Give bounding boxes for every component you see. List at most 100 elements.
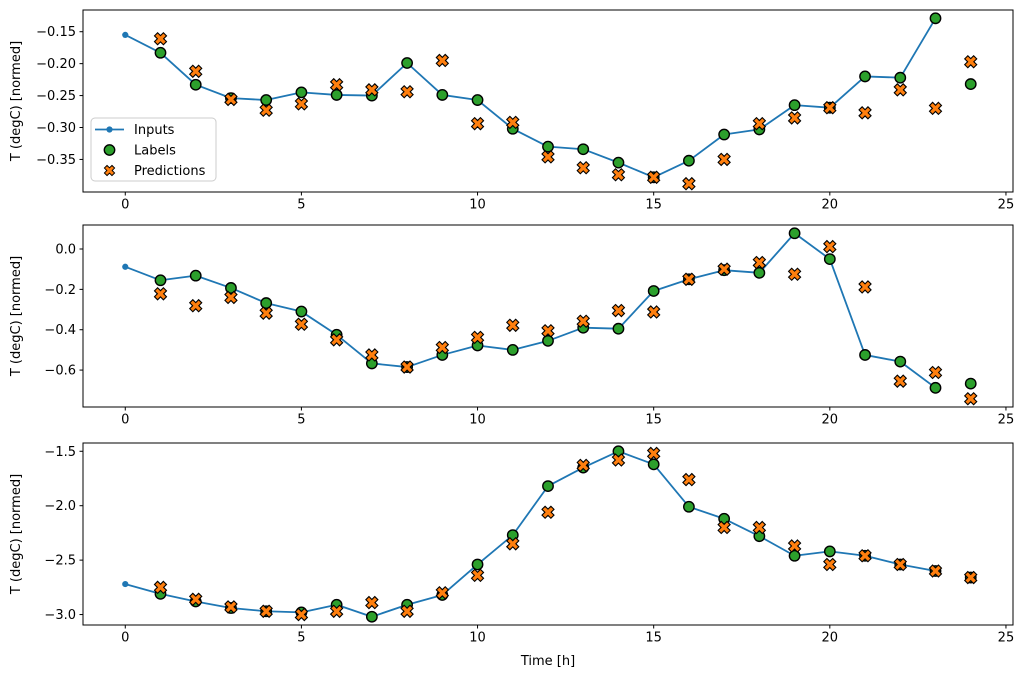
prediction-point	[752, 116, 767, 131]
y-tick-label: −0.15	[36, 25, 76, 40]
prediction-point	[153, 31, 168, 46]
prediction-point	[611, 453, 626, 467]
prediction-point	[224, 290, 238, 305]
legend-label-labels: Labels	[134, 144, 176, 159]
prediction-point	[470, 116, 485, 131]
series-inputs	[122, 448, 939, 620]
prediction-point	[329, 604, 344, 619]
prediction-point	[646, 170, 661, 185]
prediction-point	[787, 111, 802, 125]
prediction-point	[646, 446, 661, 461]
input-point	[122, 580, 129, 588]
series-inputs	[122, 230, 939, 391]
x-tick-label: 5	[297, 631, 305, 646]
label-point	[929, 381, 942, 394]
prediction-point	[188, 592, 203, 607]
input-point	[122, 263, 129, 270]
label-point	[577, 143, 590, 156]
label-point	[260, 297, 273, 309]
x-tick-label: 10	[469, 413, 486, 428]
x-tick-label: 10	[469, 631, 486, 646]
prediction-point	[435, 340, 450, 355]
x-tick-label: 15	[645, 198, 662, 213]
label-point	[788, 227, 801, 240]
x-tick-label: 20	[822, 631, 839, 646]
prediction-point	[893, 557, 908, 572]
label-point	[189, 78, 202, 91]
label-point	[189, 269, 202, 282]
axes-spines	[82, 442, 1014, 626]
y-tick-label: −1.5	[44, 445, 76, 460]
prediction-point	[541, 505, 555, 520]
label-point	[683, 154, 695, 167]
label-point	[647, 285, 660, 297]
x-tick-label: 0	[121, 631, 129, 646]
label-point	[542, 480, 554, 493]
prediction-point	[188, 64, 203, 79]
prediction-point	[717, 520, 731, 535]
x-tick-label: 20	[822, 413, 839, 428]
label-point	[894, 355, 907, 368]
prediction-point	[858, 106, 872, 120]
subplot-2: 0 5 10 15 20 25 0.0 −0.2 −0.4 −0.6	[44, 224, 1015, 428]
prediction-point	[329, 77, 344, 92]
label-point	[753, 266, 766, 279]
y-tick-label: −0.25	[36, 89, 76, 104]
label-point	[401, 57, 413, 69]
prediction-point	[823, 100, 837, 115]
x-tick-label: 25	[998, 631, 1015, 646]
prediction-point	[611, 303, 626, 318]
y-axis-label-subplot-3: T (degC) [normed]	[9, 474, 24, 595]
prediction-point	[365, 348, 379, 362]
prediction-point	[541, 150, 555, 164]
prediction-point	[893, 83, 908, 97]
prediction-point	[858, 280, 872, 294]
series-inputs	[122, 15, 939, 181]
prediction-point	[576, 314, 591, 329]
y-tick-label: −3.0	[44, 608, 76, 623]
label-point	[929, 12, 942, 25]
legend-inputs-dot-sample	[106, 126, 113, 133]
series-labels	[154, 227, 977, 394]
prediction-point	[823, 239, 837, 254]
prediction-point	[188, 298, 203, 313]
prediction-point	[505, 318, 520, 333]
label-point	[612, 156, 625, 169]
y-tick-label: −0.35	[36, 153, 76, 168]
label-point	[823, 545, 836, 558]
label-point	[471, 94, 484, 106]
prediction-point	[365, 595, 379, 610]
prediction-point	[505, 115, 520, 130]
prediction-point	[259, 103, 273, 118]
prediction-point	[541, 323, 555, 338]
label-point	[788, 99, 801, 112]
label-point	[542, 140, 554, 153]
series-predictions	[153, 446, 978, 622]
prediction-point	[470, 568, 485, 583]
label-point	[365, 610, 378, 623]
label-point	[295, 86, 308, 99]
prediction-point	[787, 267, 802, 282]
label-point	[823, 253, 836, 265]
prediction-point	[963, 570, 978, 585]
axes-spines	[82, 9, 1014, 193]
legend-label-predictions: Predictions	[134, 164, 206, 179]
prediction-point	[294, 97, 309, 111]
x-tick-label: 15	[645, 631, 662, 646]
prediction-point	[682, 176, 696, 191]
prediction-point	[928, 101, 943, 116]
x-tick-label: 25	[998, 413, 1015, 428]
prediction-point	[294, 317, 309, 332]
y-axis-label-subplot-2: T (degC) [normed]	[9, 256, 24, 377]
prediction-point	[682, 272, 696, 287]
label-point	[964, 377, 977, 390]
prediction-point	[893, 374, 908, 388]
prediction-point	[470, 330, 485, 345]
charts-layer: 0 5 10 15 20 25−0.15−0.20−0.25−0.30−0.350 5 10 1…	[36, 9, 1015, 646]
inputs-line	[124, 17, 937, 179]
prediction-point	[823, 557, 837, 572]
label-point	[436, 89, 449, 101]
y-tick-label: −2.5	[44, 554, 76, 569]
prediction-point	[400, 360, 414, 374]
label-point	[612, 322, 625, 335]
